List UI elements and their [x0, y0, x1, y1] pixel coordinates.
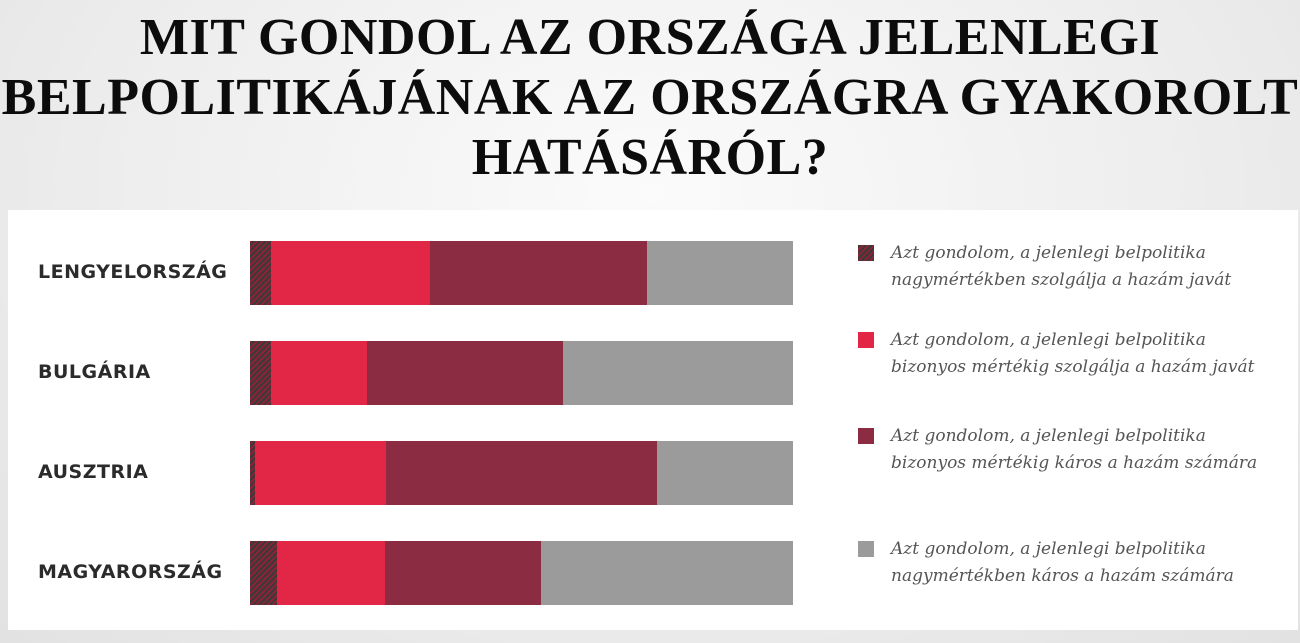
legend-label: Azt gondolom, a jelenlegi belpolitika nag…: [891, 536, 1291, 590]
bar-segment: [563, 341, 793, 405]
chart-title: MIT GONDOL AZ ORSZÁGA JELENLEGI BELPOLIT…: [0, 8, 1300, 188]
bar-segment: [430, 241, 647, 305]
legend-label-line: Azt gondolom, a jelenlegi belpolitika: [891, 539, 1206, 559]
legend-label-line: nagymértékben szolgálja a hazám javát: [891, 270, 1232, 290]
bar-segment: [250, 241, 271, 305]
bar-row: [250, 241, 793, 305]
bar-segment: [657, 441, 793, 505]
legend-label-line: bizonyos mértékig káros a hazám számára: [891, 453, 1258, 473]
bar-row: [250, 341, 793, 405]
bar-segment: [250, 441, 255, 505]
legend-label-line: Azt gondolom, a jelenlegi belpolitika: [891, 330, 1206, 350]
legend-label: Azt gondolom, a jelenlegi belpolitika nag…: [891, 240, 1291, 294]
bar-segment: [385, 541, 541, 605]
bar-row: [250, 441, 793, 505]
country-label: LENGYELORSZÁG: [38, 261, 228, 283]
title-line-1: MIT GONDOL AZ ORSZÁGA JELENLEGI: [139, 9, 1161, 66]
bar-segment: [277, 541, 385, 605]
country-label: MAGYARORSZÁG: [38, 561, 223, 583]
country-label: AUSZTRIA: [38, 461, 149, 483]
bar-segment: [271, 241, 430, 305]
legend-label-line: Azt gondolom, a jelenlegi belpolitika: [891, 426, 1206, 446]
title-line-2: BELPOLITIKÁJÁNAK AZ ORSZÁGRA GYAKOROLT: [1, 69, 1299, 126]
legend-label-line: Azt gondolom, a jelenlegi belpolitika: [891, 243, 1206, 263]
legend-label-line: bizonyos mértékig szolgálja a hazám javá…: [891, 357, 1255, 377]
bar-segment: [250, 341, 271, 405]
bar-segment: [271, 341, 367, 405]
bar-segment: [647, 241, 793, 305]
bar-segment: [255, 441, 386, 505]
legend-label: Azt gondolom, a jelenlegi belpolitika biz…: [891, 423, 1291, 477]
title-line-3: HATÁSÁRÓL?: [471, 129, 829, 186]
legend-swatch: [858, 245, 874, 261]
legend-swatch: [858, 332, 874, 348]
bar-segment: [541, 541, 793, 605]
bar-segment: [386, 441, 657, 505]
legend-swatch: [858, 541, 874, 557]
legend-label-line: nagymértékben káros a hazám számára: [891, 566, 1234, 586]
country-label: BULGÁRIA: [38, 361, 151, 383]
bar-row: [250, 541, 793, 605]
legend-swatch: [858, 428, 874, 444]
bar-segment: [367, 341, 563, 405]
bar-segment: [250, 541, 277, 605]
legend-label: Azt gondolom, a jelenlegi belpolitika biz…: [891, 327, 1291, 381]
